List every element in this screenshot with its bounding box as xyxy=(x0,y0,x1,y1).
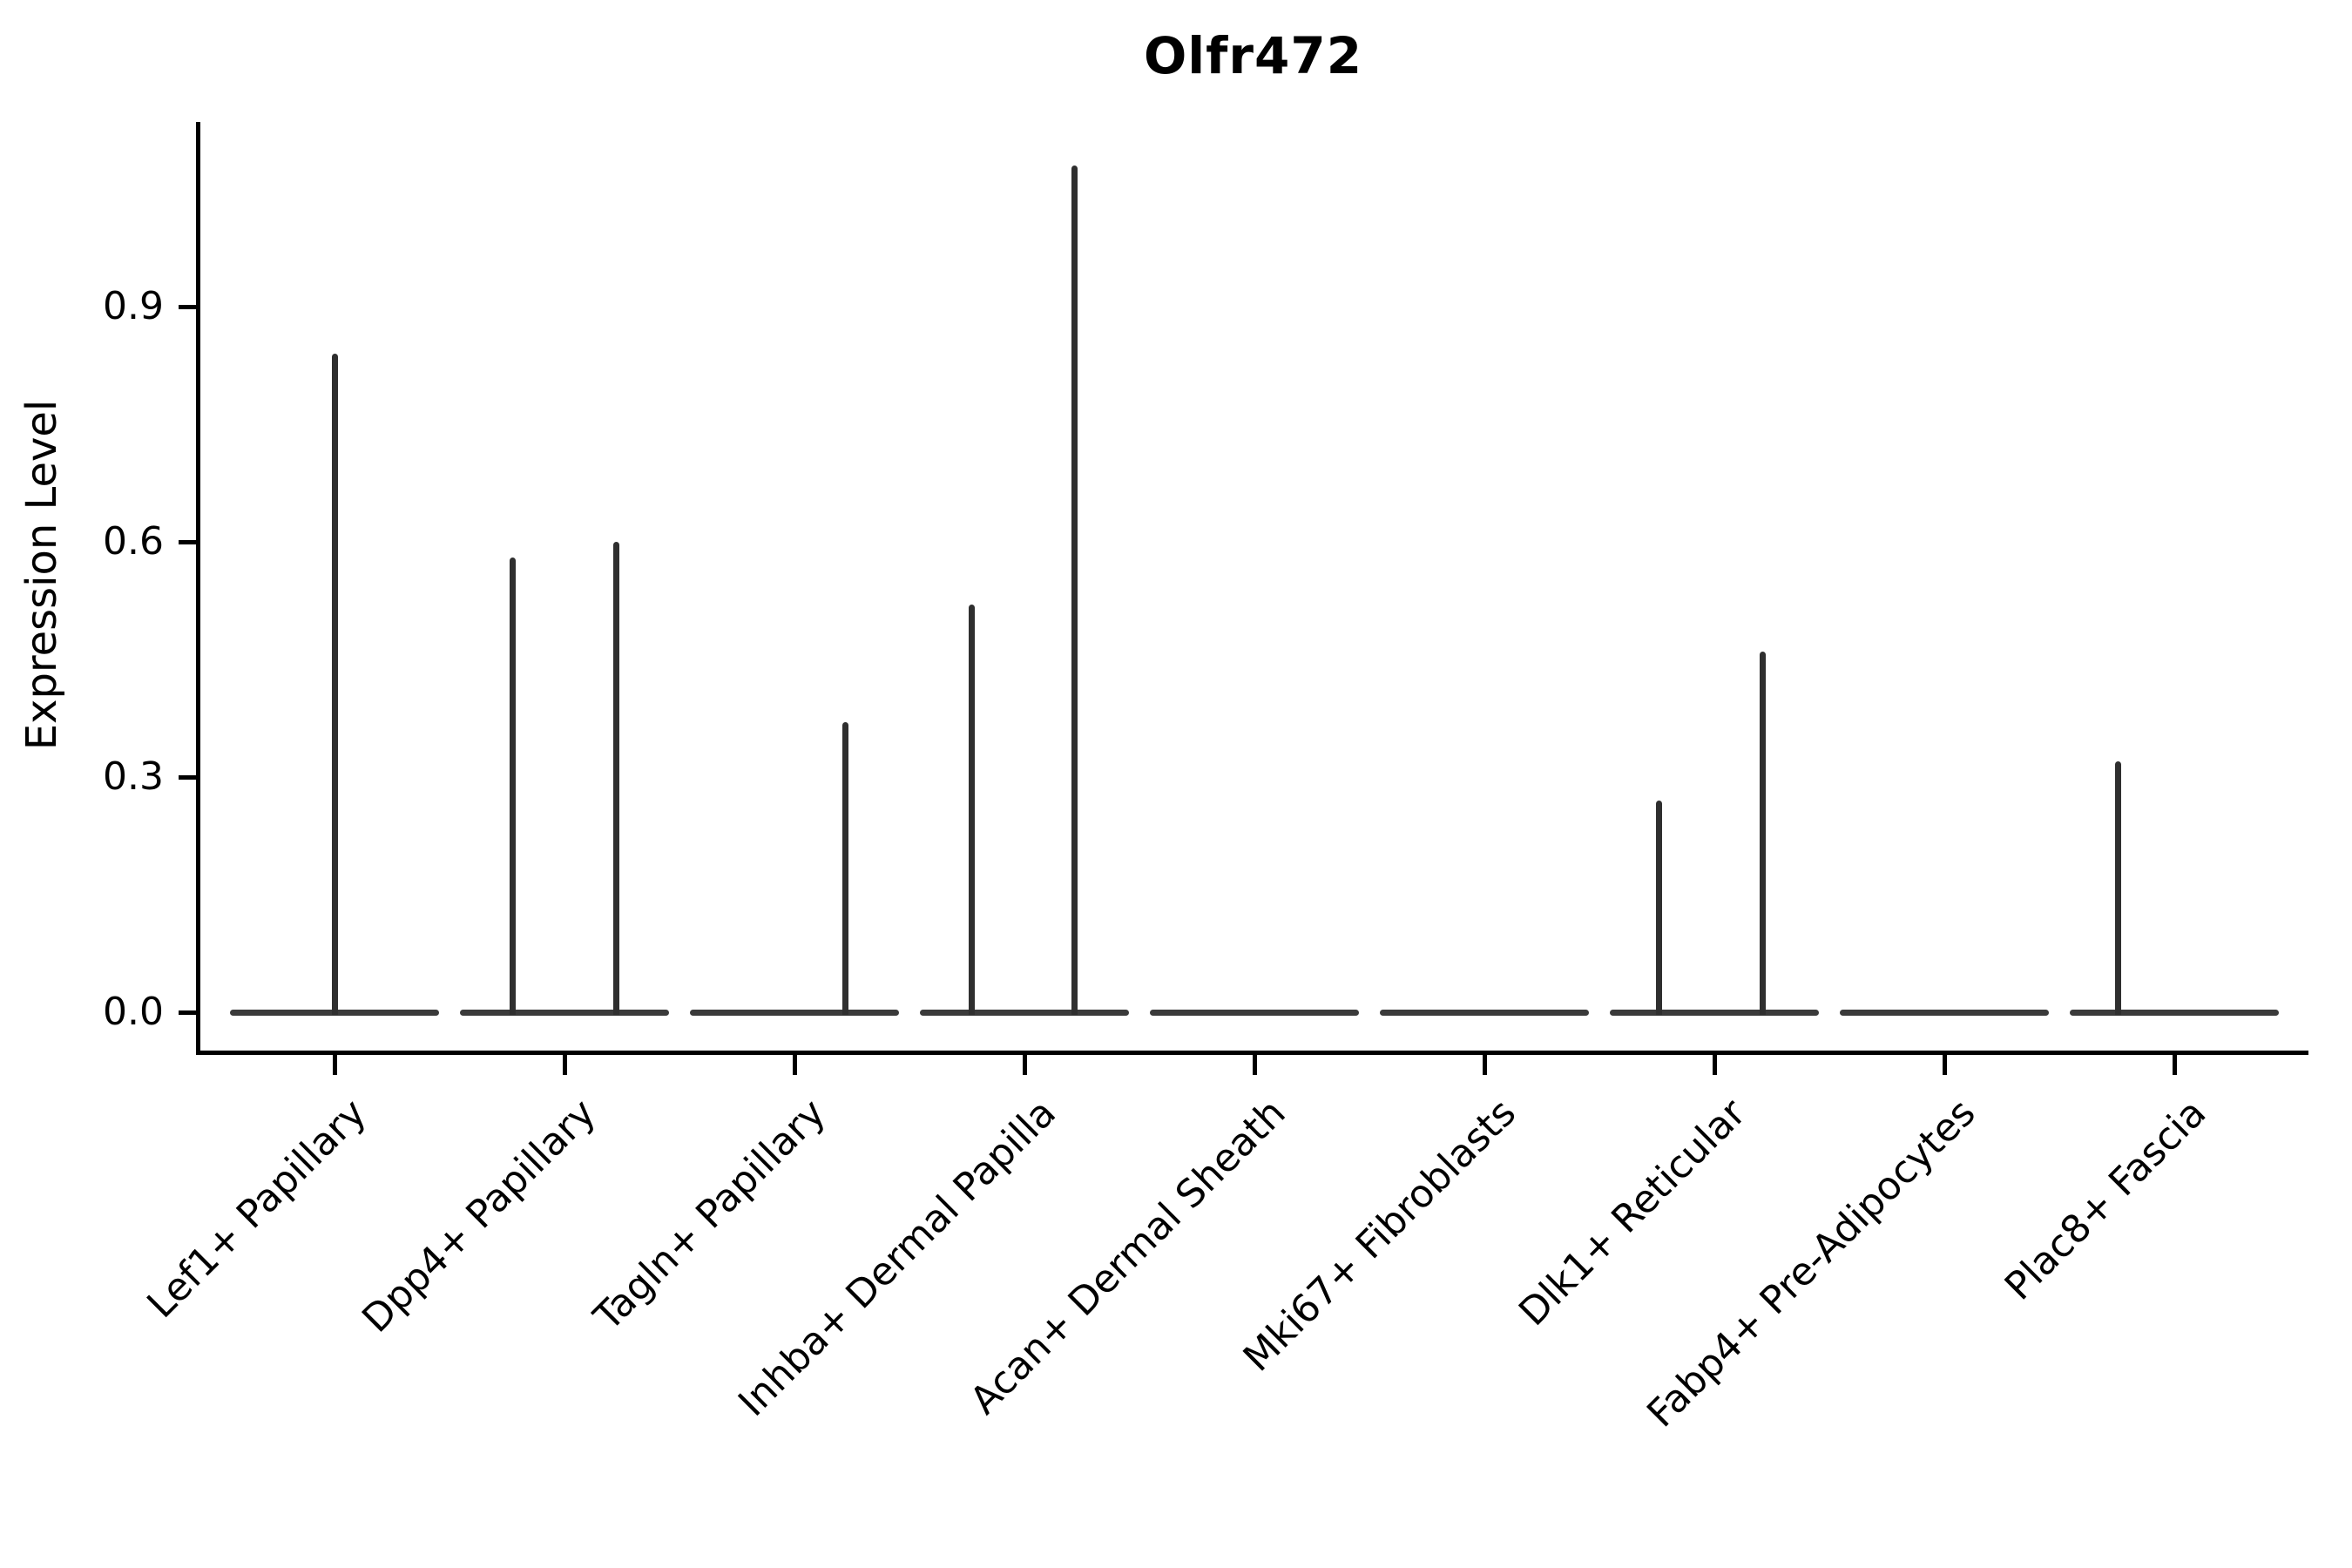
chart-title: Olfr472 xyxy=(1143,26,1363,85)
violin-baseline xyxy=(920,1009,1129,1016)
violin-spike xyxy=(968,605,975,1015)
y-tick-label: 0.6 xyxy=(103,519,164,564)
x-tick xyxy=(332,1052,337,1075)
y-tick-label: 0.0 xyxy=(103,990,164,1034)
y-tick xyxy=(179,1010,198,1015)
violin-baseline xyxy=(2070,1009,2279,1016)
y-axis-line xyxy=(196,122,200,1055)
y-tick-label: 0.3 xyxy=(103,754,164,799)
violin-baseline xyxy=(1840,1009,2049,1016)
violin-spike xyxy=(2114,761,2121,1015)
violin-spike xyxy=(1071,166,1078,1015)
violin-spike xyxy=(612,542,619,1015)
y-tick xyxy=(179,304,198,309)
violin-spike xyxy=(331,354,338,1015)
violin-spike xyxy=(1655,801,1662,1015)
x-tick-label: Plac8+ Fascia xyxy=(1996,1091,2215,1309)
x-tick-label: Dlk1+ Reticular xyxy=(1511,1091,1755,1335)
y-tick xyxy=(179,774,198,780)
violin-baseline xyxy=(1610,1009,1819,1016)
x-tick xyxy=(562,1052,567,1075)
violin-baseline xyxy=(460,1009,669,1016)
violin-baseline xyxy=(1150,1009,1359,1016)
violin-spike xyxy=(841,722,848,1015)
x-tick-label: Tagln+ Papillary xyxy=(585,1091,835,1340)
x-tick xyxy=(1942,1052,1947,1075)
x-tick-label: Lef1+ Papillary xyxy=(138,1091,375,1328)
y-tick-label: 0.9 xyxy=(103,284,164,328)
violin-baseline xyxy=(1380,1009,1589,1016)
x-tick-label: Dpp4+ Papillary xyxy=(354,1091,605,1342)
violin-baseline xyxy=(690,1009,899,1016)
x-tick xyxy=(1022,1052,1027,1075)
x-tick xyxy=(1482,1052,1487,1075)
violin-spike xyxy=(1759,652,1766,1015)
violin-spike xyxy=(509,558,516,1015)
x-tick xyxy=(1252,1052,1257,1075)
x-tick xyxy=(792,1052,797,1075)
x-tick xyxy=(2172,1052,2177,1075)
x-tick xyxy=(1712,1052,1717,1075)
y-tick xyxy=(179,539,198,544)
